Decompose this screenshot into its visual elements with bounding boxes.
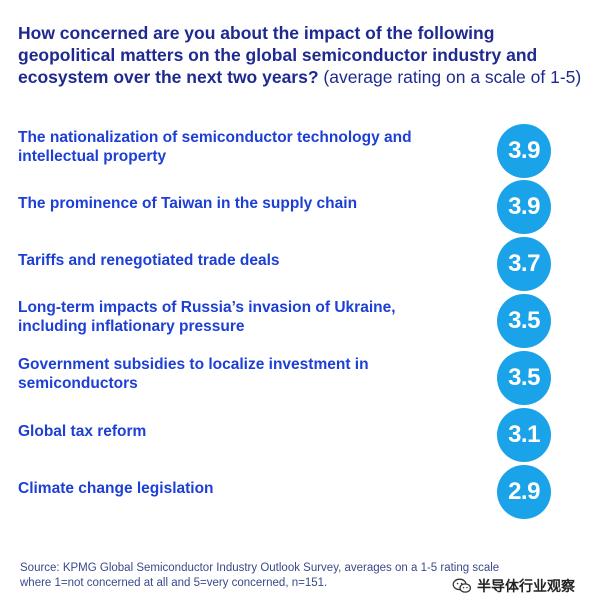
watermark-text: 半导体行业观察 (477, 578, 575, 594)
rating-badge: 3.5 (497, 294, 551, 348)
item-label: Government subsidies to localize investm… (18, 356, 369, 392)
item-label: Global tax reform (18, 422, 147, 440)
item-label: The nationalization of semiconductor tec… (18, 129, 412, 165)
rating-badge: 3.9 (497, 124, 551, 178)
rating-badge: 3.7 (497, 237, 551, 291)
title-text: How concerned are you about the impact o… (18, 23, 538, 87)
chart-subtitle: (average rating on a scale of 1-5) (323, 67, 582, 87)
chart-title: How concerned are you about the impact o… (18, 22, 593, 88)
rating-badge: 3.1 (497, 408, 551, 462)
source-note: Source: KPMG Global Semiconductor Indust… (20, 562, 500, 589)
item-label: Tariffs and renegotiated trade deals (18, 251, 280, 269)
rating-badge: 3.5 (497, 351, 551, 405)
item-label: Long-term impacts of Russia’s invasion o… (18, 299, 396, 335)
item-label: Climate change legislation (18, 479, 214, 497)
rating-badge: 3.9 (497, 180, 551, 234)
rating-badge: 2.9 (497, 465, 551, 519)
watermark: 半导体行业观察 (452, 576, 575, 596)
item-label: The prominence of Taiwan in the supply c… (18, 194, 358, 212)
wechat-icon (452, 578, 472, 593)
